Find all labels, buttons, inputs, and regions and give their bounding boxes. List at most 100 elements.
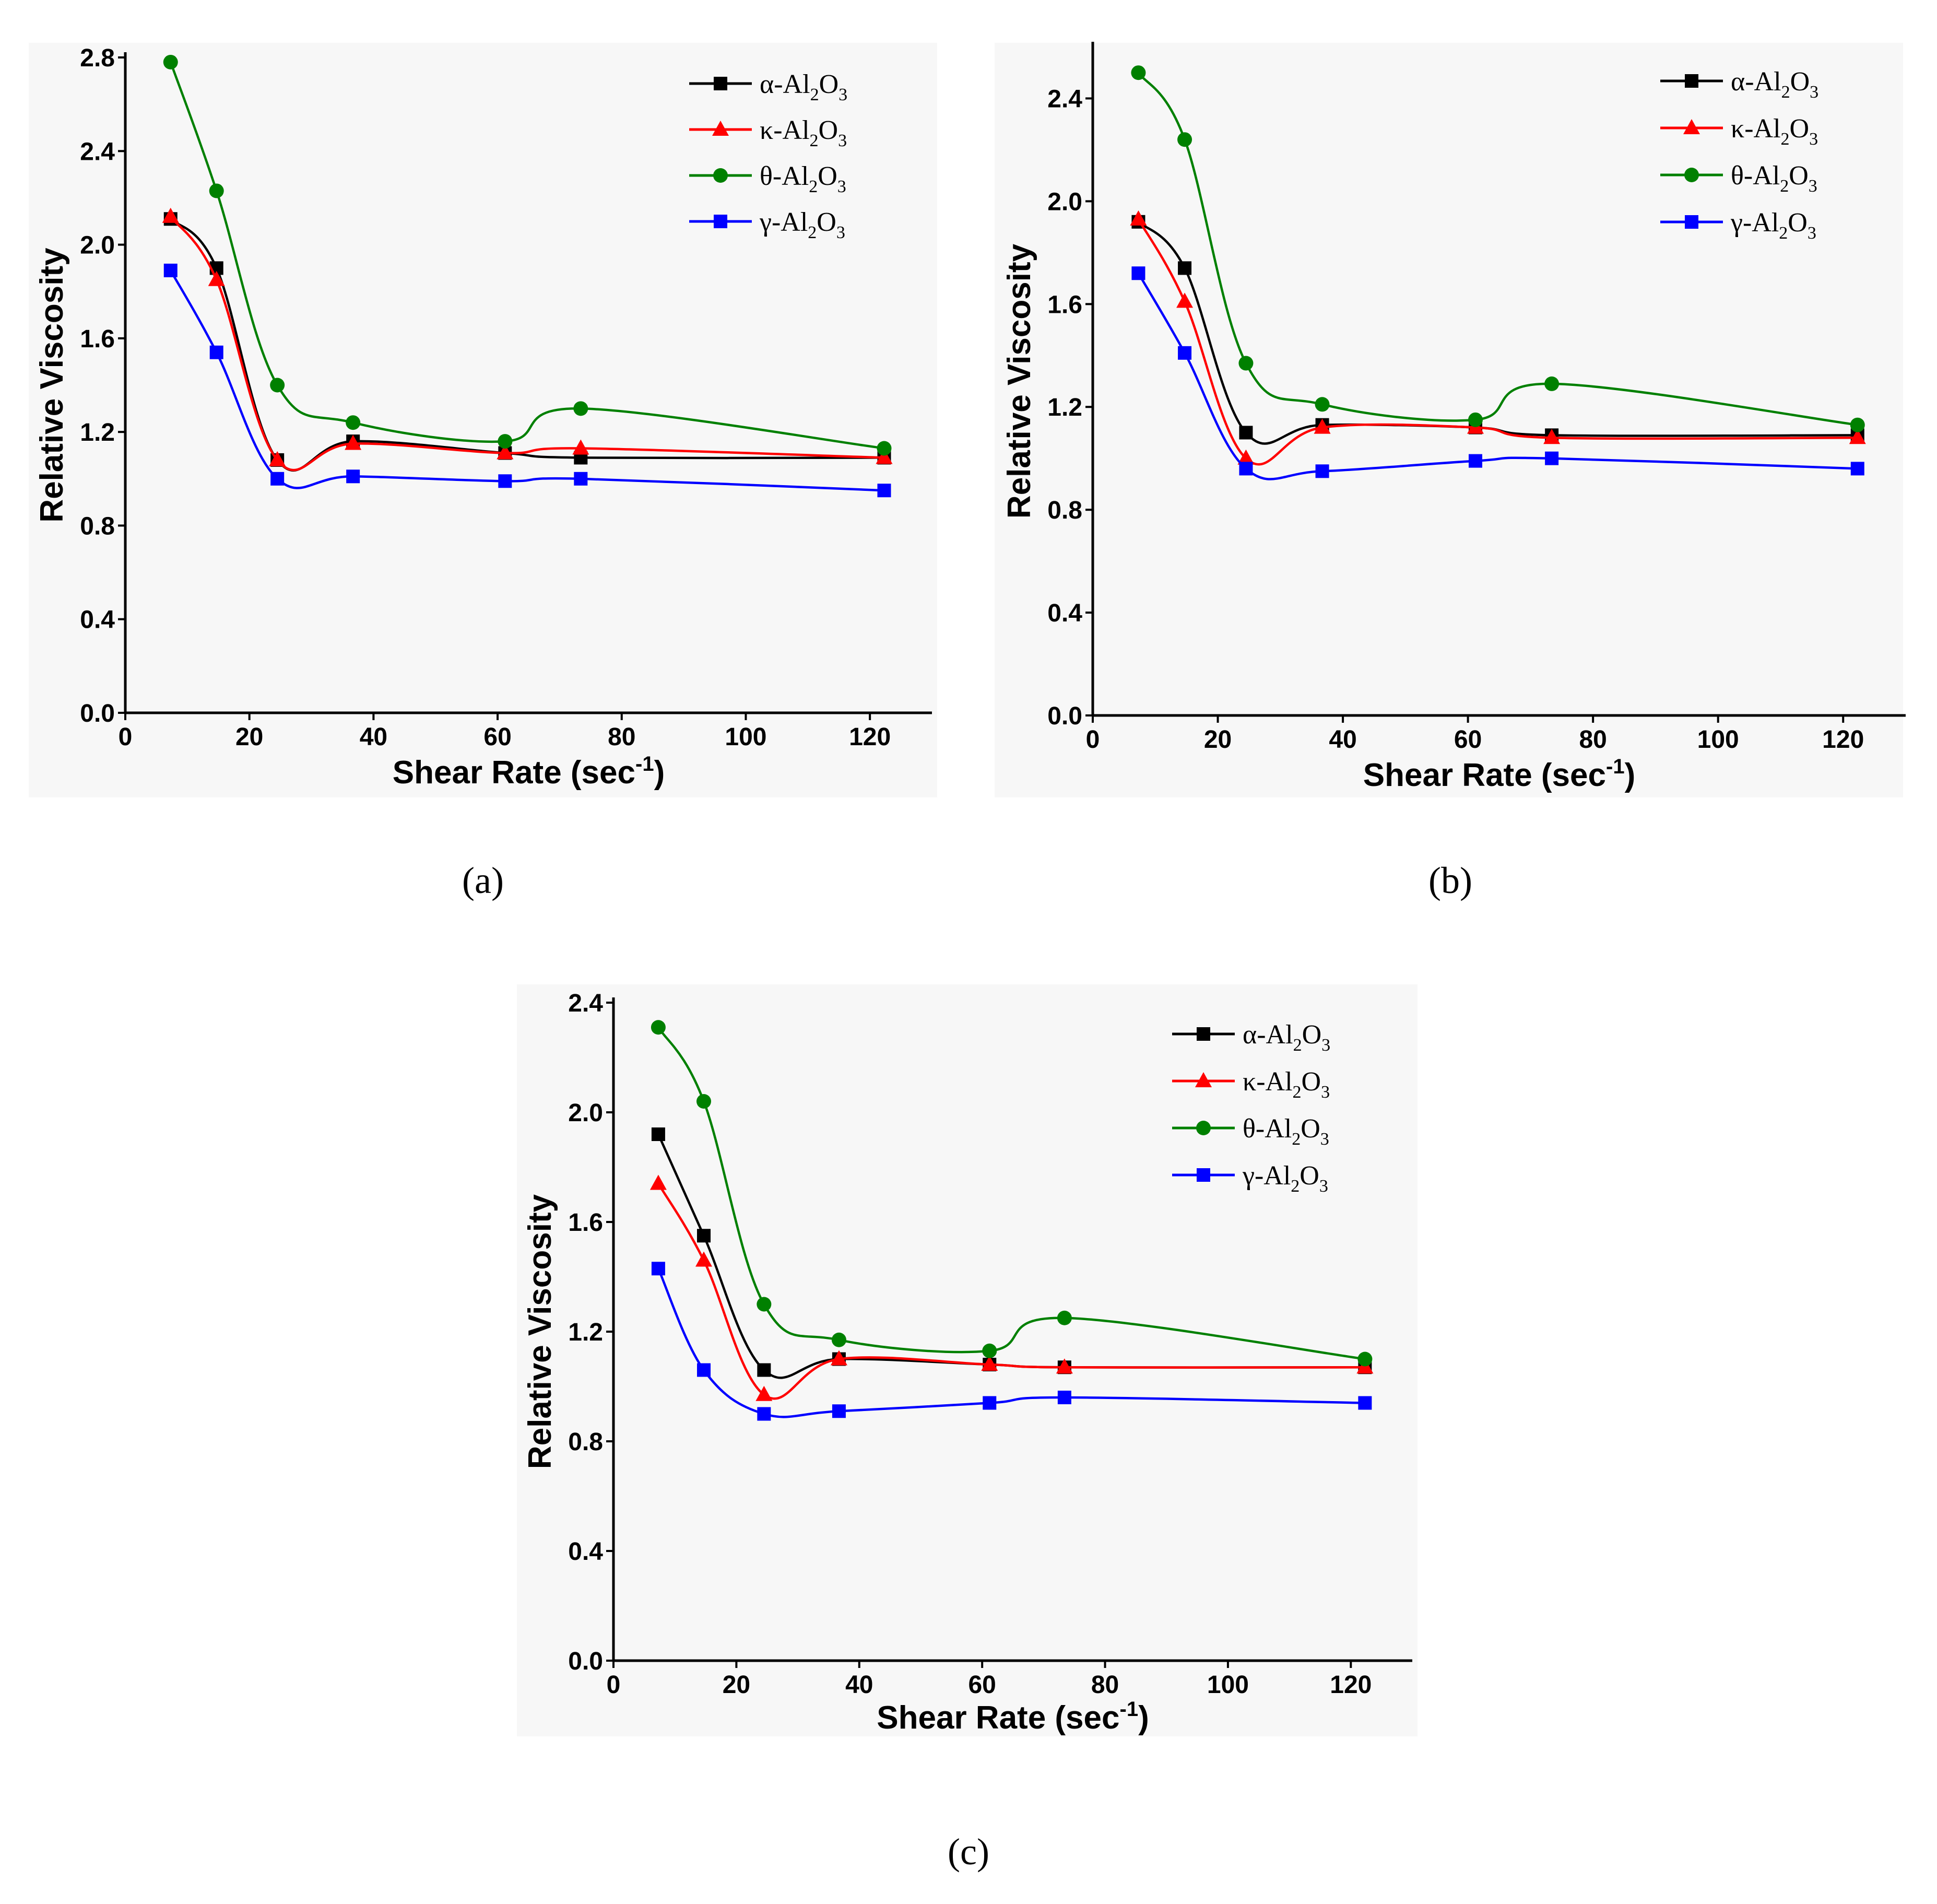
data-point — [1849, 429, 1866, 444]
data-point — [163, 263, 178, 277]
data-point — [574, 472, 588, 486]
data-point — [1468, 454, 1482, 468]
data-point — [1545, 451, 1559, 465]
data-point — [1358, 1396, 1372, 1410]
y-tick-label: 0.0 — [568, 1648, 603, 1675]
series-line — [1137, 72, 1858, 426]
chart-panel-b: 0.0 0.4 0.8 1.2 1.6 2.0 2.4 0 20 40 60 80 100 120 Rela… — [995, 42, 1906, 901]
data-point — [162, 207, 179, 223]
x-tick-label: 60 — [483, 723, 511, 751]
data-point — [1131, 65, 1146, 80]
data-point — [1239, 426, 1253, 440]
data-point — [832, 1404, 846, 1418]
x-tick-label: 0 — [119, 723, 133, 751]
data-point — [573, 401, 588, 416]
series-line — [657, 1183, 1365, 1400]
data-point — [876, 449, 893, 464]
y-tick-label: 1.2 — [568, 1319, 603, 1346]
data-point — [1237, 449, 1255, 465]
plot-background — [517, 984, 1418, 1736]
x-axis-title: Shear Rate (sec-1) — [393, 753, 665, 791]
chart-panel-c: 0.0 0.4 0.8 1.2 1.6 2.0 2.4 0 20 40 60 80 100 120 Rela… — [517, 984, 1418, 1873]
series-line — [169, 216, 884, 472]
x-tick-label: 80 — [608, 723, 635, 751]
legend-marker — [714, 77, 727, 90]
legend-label: θ-Al2O3 — [1731, 161, 1817, 196]
x-tick-label: 20 — [723, 1671, 750, 1699]
x-tick-label: 120 — [1330, 1671, 1372, 1699]
data-point — [208, 271, 225, 286]
data-point — [163, 54, 178, 69]
y-tick-label: 0.4 — [568, 1538, 603, 1566]
data-point — [757, 1407, 771, 1421]
data-point — [209, 183, 224, 198]
legend-label: α-Al2O3 — [1731, 67, 1818, 102]
data-point — [498, 434, 513, 449]
legend-marker — [1685, 74, 1698, 88]
x-tick-label: 100 — [1207, 1671, 1249, 1699]
series-2 — [651, 1020, 1373, 1367]
y-tick-label: 1.6 — [80, 325, 115, 353]
data-point — [270, 472, 285, 486]
x-tick-label: 40 — [845, 1671, 873, 1699]
series-1 — [162, 207, 893, 472]
panel-label: (c) — [948, 1831, 989, 1873]
series-line — [657, 1027, 1365, 1360]
x-axis-title: Shear Rate (sec-1) — [1363, 755, 1635, 793]
y-axis-title: Relative Viscosity — [522, 1194, 558, 1469]
series-3 — [651, 1262, 1372, 1421]
legend-marker — [713, 168, 728, 183]
x-tick-label: 20 — [235, 723, 263, 751]
legend: α-Al2O3 κ-Al2O3 θ-Al2O3 γ-Al2O3 — [1172, 1020, 1330, 1196]
data-point — [1543, 429, 1561, 444]
data-point — [1544, 376, 1560, 391]
legend-label: κ-Al2O3 — [1243, 1067, 1330, 1102]
y-tick-label: 2.0 — [1047, 188, 1082, 216]
data-point — [1239, 462, 1253, 476]
data-point — [981, 1356, 998, 1371]
y-tick-label: 1.2 — [1047, 394, 1082, 421]
x-tick-label: 0 — [1086, 726, 1100, 754]
data-point — [877, 484, 891, 498]
legend-label: κ-Al2O3 — [1731, 114, 1818, 149]
y-tick-label: 2.0 — [568, 1099, 603, 1127]
series-2 — [163, 54, 892, 456]
data-point — [497, 444, 514, 460]
data-point — [982, 1343, 997, 1358]
data-point — [1177, 132, 1192, 147]
series-line — [170, 218, 884, 472]
data-point — [1238, 356, 1254, 371]
legend-label: γ-Al2O3 — [759, 207, 845, 242]
legend-label: θ-Al2O3 — [1243, 1114, 1329, 1149]
data-point — [755, 1385, 773, 1401]
data-point — [1357, 1351, 1373, 1367]
legend-label: κ-Al2O3 — [760, 115, 847, 150]
panel-label: (a) — [462, 860, 504, 901]
data-point — [1178, 346, 1192, 360]
data-point — [757, 1297, 772, 1312]
data-point — [270, 378, 285, 393]
series-2 — [1131, 65, 1865, 432]
data-point — [757, 1363, 771, 1377]
legend-label: γ-Al2O3 — [1730, 208, 1816, 243]
x-tick-label: 40 — [360, 723, 387, 751]
data-point — [209, 345, 223, 359]
legend-marker — [1685, 215, 1698, 229]
data-point — [1057, 1310, 1072, 1325]
legend-marker — [714, 215, 727, 228]
y-tick-label: 0.4 — [80, 606, 115, 634]
legend-marker — [712, 121, 729, 136]
x-tick-label: 80 — [1579, 726, 1607, 754]
legend-marker — [1195, 1072, 1212, 1087]
legend-label: θ-Al2O3 — [760, 161, 846, 196]
data-point — [1131, 266, 1145, 280]
data-point — [651, 1020, 666, 1035]
y-tick-label: 1.2 — [80, 419, 115, 446]
data-point — [983, 1396, 997, 1410]
x-tick-label: 100 — [725, 723, 766, 751]
data-point — [1178, 261, 1192, 275]
plot-background — [29, 43, 937, 797]
legend-marker — [1196, 1121, 1211, 1135]
data-point — [345, 434, 362, 450]
